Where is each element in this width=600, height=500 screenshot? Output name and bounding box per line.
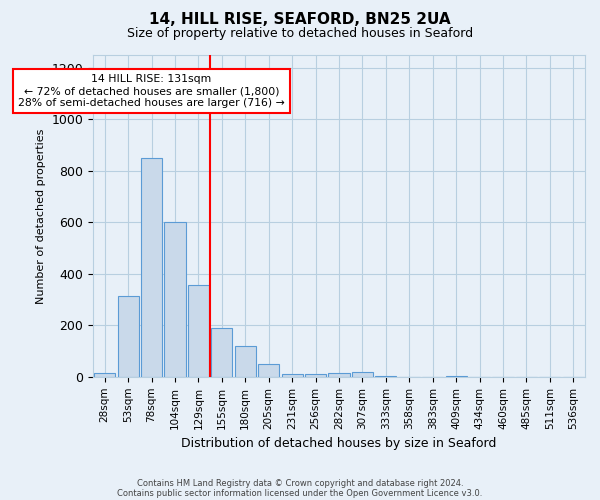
Text: Size of property relative to detached houses in Seaford: Size of property relative to detached ho… bbox=[127, 28, 473, 40]
Bar bbox=[258, 364, 279, 377]
Bar bbox=[211, 328, 232, 377]
Text: Contains HM Land Registry data © Crown copyright and database right 2024.: Contains HM Land Registry data © Crown c… bbox=[137, 478, 463, 488]
Bar bbox=[305, 374, 326, 377]
Bar bbox=[352, 372, 373, 377]
Bar bbox=[94, 373, 115, 377]
Bar bbox=[376, 376, 397, 377]
Bar bbox=[141, 158, 162, 377]
Text: Contains public sector information licensed under the Open Government Licence v3: Contains public sector information licen… bbox=[118, 488, 482, 498]
X-axis label: Distribution of detached houses by size in Seaford: Distribution of detached houses by size … bbox=[181, 437, 497, 450]
Bar bbox=[281, 374, 302, 377]
Bar bbox=[188, 286, 209, 377]
Bar bbox=[235, 346, 256, 377]
Text: 14 HILL RISE: 131sqm
← 72% of detached houses are smaller (1,800)
28% of semi-de: 14 HILL RISE: 131sqm ← 72% of detached h… bbox=[18, 74, 285, 108]
Bar bbox=[164, 222, 185, 377]
Text: 14, HILL RISE, SEAFORD, BN25 2UA: 14, HILL RISE, SEAFORD, BN25 2UA bbox=[149, 12, 451, 28]
Bar bbox=[118, 296, 139, 377]
Bar bbox=[328, 373, 350, 377]
Bar bbox=[446, 376, 467, 377]
Y-axis label: Number of detached properties: Number of detached properties bbox=[36, 128, 46, 304]
